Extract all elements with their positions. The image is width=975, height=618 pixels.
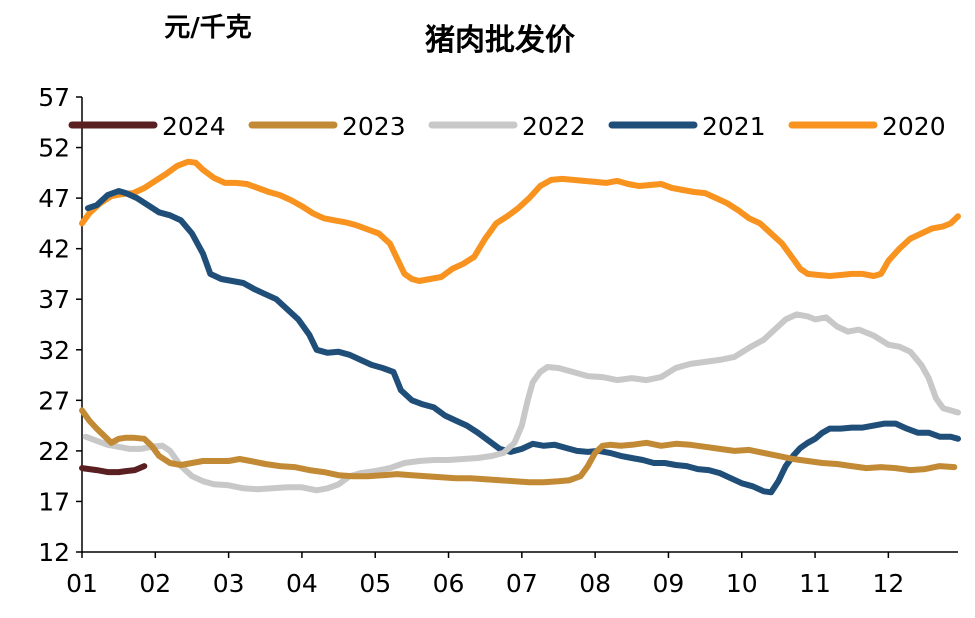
legend-label-2021: 2021 xyxy=(702,112,766,141)
x-tick-label: 06 xyxy=(433,569,465,598)
y-tick-label: 42 xyxy=(38,235,70,264)
series-line-2022 xyxy=(82,311,961,494)
series-line-2024 xyxy=(79,463,148,476)
y-tick-label: 17 xyxy=(38,487,70,516)
legend-label-2023: 2023 xyxy=(342,112,406,141)
x-tick-label: 12 xyxy=(872,569,904,598)
y-tick-label: 27 xyxy=(38,386,70,415)
x-tick-label: 08 xyxy=(579,569,611,598)
series-line-2021 xyxy=(84,188,961,496)
y-tick-label: 57 xyxy=(38,83,70,112)
legend-label-2022: 2022 xyxy=(522,112,586,141)
x-tick-label: 03 xyxy=(213,569,245,598)
y-tick-label: 32 xyxy=(38,336,70,365)
y-tick-label: 12 xyxy=(38,538,70,567)
y-tick-label: 37 xyxy=(38,285,70,314)
x-tick-label: 05 xyxy=(359,569,391,598)
series-lines xyxy=(79,158,961,496)
x-tick-label: 09 xyxy=(653,569,685,598)
y-axis-ticks: 12 17 22 27 32 37 42 47 52 57 xyxy=(38,83,82,567)
x-tick-label: 01 xyxy=(66,569,98,598)
series-line-2020 xyxy=(79,158,961,284)
chart-title: 猪肉批发价 xyxy=(425,23,575,58)
x-tick-label: 04 xyxy=(286,569,318,598)
y-tick-label: 52 xyxy=(38,134,70,163)
x-tick-label: 11 xyxy=(799,569,831,598)
y-tick-label: 47 xyxy=(38,184,70,213)
series-line-2023 xyxy=(79,407,958,486)
legend: 2024 2023 2022 2021 2020 xyxy=(68,112,946,141)
y-axis-unit-label: 元/千克 xyxy=(164,13,252,43)
legend-label-2020: 2020 xyxy=(882,112,946,141)
x-tick-label: 10 xyxy=(726,569,758,598)
x-axis-ticks: 01 02 03 04 05 06 07 08 09 10 11 12 xyxy=(66,552,904,598)
y-tick-label: 22 xyxy=(38,437,70,466)
x-tick-label: 02 xyxy=(139,569,171,598)
legend-label-2024: 2024 xyxy=(162,112,226,141)
x-tick-label: 07 xyxy=(506,569,538,598)
